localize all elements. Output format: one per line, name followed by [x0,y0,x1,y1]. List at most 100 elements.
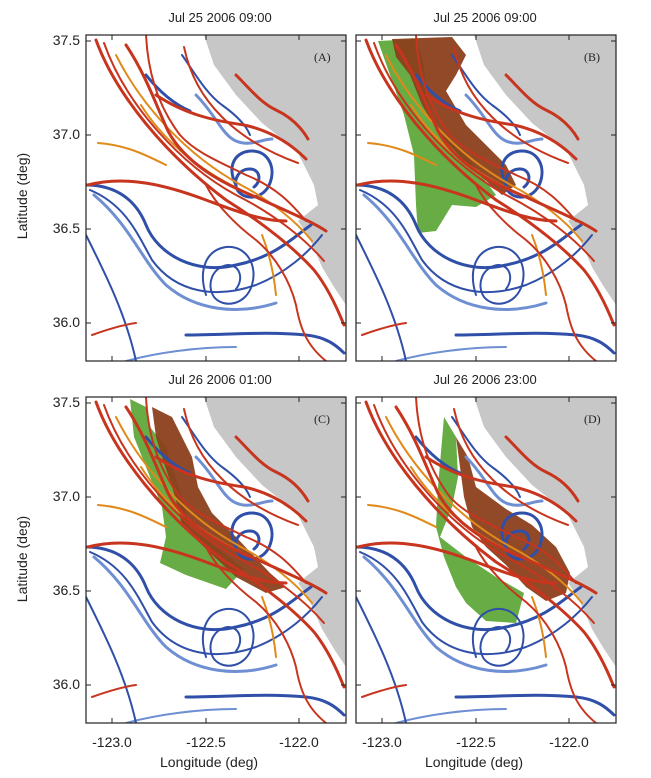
panel-b-plot [356,35,616,361]
red-ftle-ridge [145,397,307,584]
red-ftle-ridge [424,93,578,161]
blue-ftle-ridge [359,189,593,294]
blue-ftle-ridge [414,435,462,475]
ytick-bottom-36.0: 36.0 [53,676,80,692]
green-patch [436,417,524,623]
blue-ftle-ridge [194,93,274,145]
blue-ftle-ridge [194,455,274,507]
brown-patch [456,437,570,601]
red-ftle-ridge [475,184,597,361]
xtick-right-122.0: -122.0 [549,734,589,750]
land-area [204,35,346,305]
land-area [204,397,346,667]
red-ftle-ridge [453,46,569,164]
blue-ftle-ridge [89,551,323,656]
ytick-bottom-37.5: 37.5 [53,394,80,410]
orange-ftle-ridge [97,142,167,166]
red-ftle-ridge [394,405,598,595]
brown-patch [152,407,286,593]
red-ftle-ridge [373,42,595,262]
panel-a-frame [85,34,347,362]
red-ftle-ridge [154,93,308,161]
blue-ftle-ridge [201,245,255,305]
red-ftle-ridge [91,684,137,698]
orange-ftle-ridge [115,416,313,604]
blue-ftle-ridge [454,693,616,717]
blue-ftle-ridge [471,607,525,667]
red-ftle-ridge [234,435,310,503]
xtick-left-122.0: -122.0 [279,734,319,750]
panel-d-plot [356,397,616,723]
orange-ftle-ridge [115,54,313,242]
orange-ftle-ridge [367,504,437,528]
red-ftle-ridge [475,546,597,723]
panel-b-title: Jul 25 2006 09:00 [433,10,537,25]
blue-ftle-ridge [86,545,313,632]
panel-d-frame [355,396,617,724]
x-axis-title-left: Longitude (deg) [160,754,259,770]
red-ftle-ridge [205,546,327,723]
blue-ftle-ridge [86,234,137,361]
blue-ftle-ridge [356,596,407,723]
ytick-top-37.0: 37.0 [53,126,80,142]
blue-ftle-ridge [86,596,137,723]
red-ftle-ridge [124,43,328,233]
orange-ftle-ridge [261,596,277,658]
red-ftle-ridge [504,73,580,141]
blue-ftle-ridge [356,183,583,270]
red-ftle-ridge [356,179,558,223]
land-area [474,397,616,667]
blue-ftle-ridge [356,545,583,632]
ytick-bottom-36.5: 36.5 [53,582,80,598]
green-patch [130,399,244,589]
blue-ftle-ridge [92,555,278,673]
orange-ftle-ridge [385,416,583,604]
red-ftle-ridge [424,455,578,523]
panel-a-label: (A) [314,50,331,64]
blue-ftle-ridge [464,455,544,507]
ytick-top-37.5: 37.5 [53,32,80,48]
red-ftle-ridge [205,184,327,361]
xtick-left-123.0: -123.0 [92,734,132,750]
red-ftle-ridge [394,43,598,233]
panel-a-plot [86,35,346,361]
blue-ftle-ridge [362,555,548,673]
red-ftle-ridge [183,408,299,526]
orange-ftle-ridge [97,504,167,528]
green-patch [378,39,496,233]
panel-c-title: Jul 26 2006 01:00 [168,372,272,387]
red-ftle-ridge [86,179,288,223]
blue-ftle-ridge [144,435,192,475]
red-ftle-ridge [415,35,577,222]
red-ftle-ridge [234,73,310,141]
blue-ftle-ridge [464,93,544,145]
land-area [474,35,616,305]
ytick-top-36.5: 36.5 [53,220,80,236]
ytick-bottom-37.0: 37.0 [53,488,80,504]
blue-ftle-ridge [356,234,407,361]
xtick-left-122.5: -122.5 [186,734,226,750]
red-ftle-ridge [415,397,577,584]
red-ftle-ridge [183,46,299,164]
x-axis-title-right: Longitude (deg) [425,754,524,770]
orange-ftle-ridge [385,54,583,242]
red-ftle-ridge [504,435,580,503]
panel-b-label: (B) [584,50,600,64]
orange-ftle-ridge [367,142,437,166]
xtick-right-122.5: -122.5 [456,734,496,750]
panel-c-frame [85,396,347,724]
blue-ftle-ridge [86,183,313,270]
panel-b-frame [355,34,617,362]
red-ftle-ridge [373,404,595,624]
blue-ftle-ridge [359,551,593,656]
blue-ftle-ridge [92,193,278,311]
red-ftle-ridge [361,322,407,336]
panel-c-plot [86,397,346,723]
panel-c-label: (C) [314,412,330,426]
blue-ftle-ridge [454,331,616,355]
orange-ftle-ridge [261,234,277,296]
blue-ftle-ridge [89,189,323,294]
red-ftle-ridge [361,684,407,698]
red-ftle-ridge [91,322,137,336]
